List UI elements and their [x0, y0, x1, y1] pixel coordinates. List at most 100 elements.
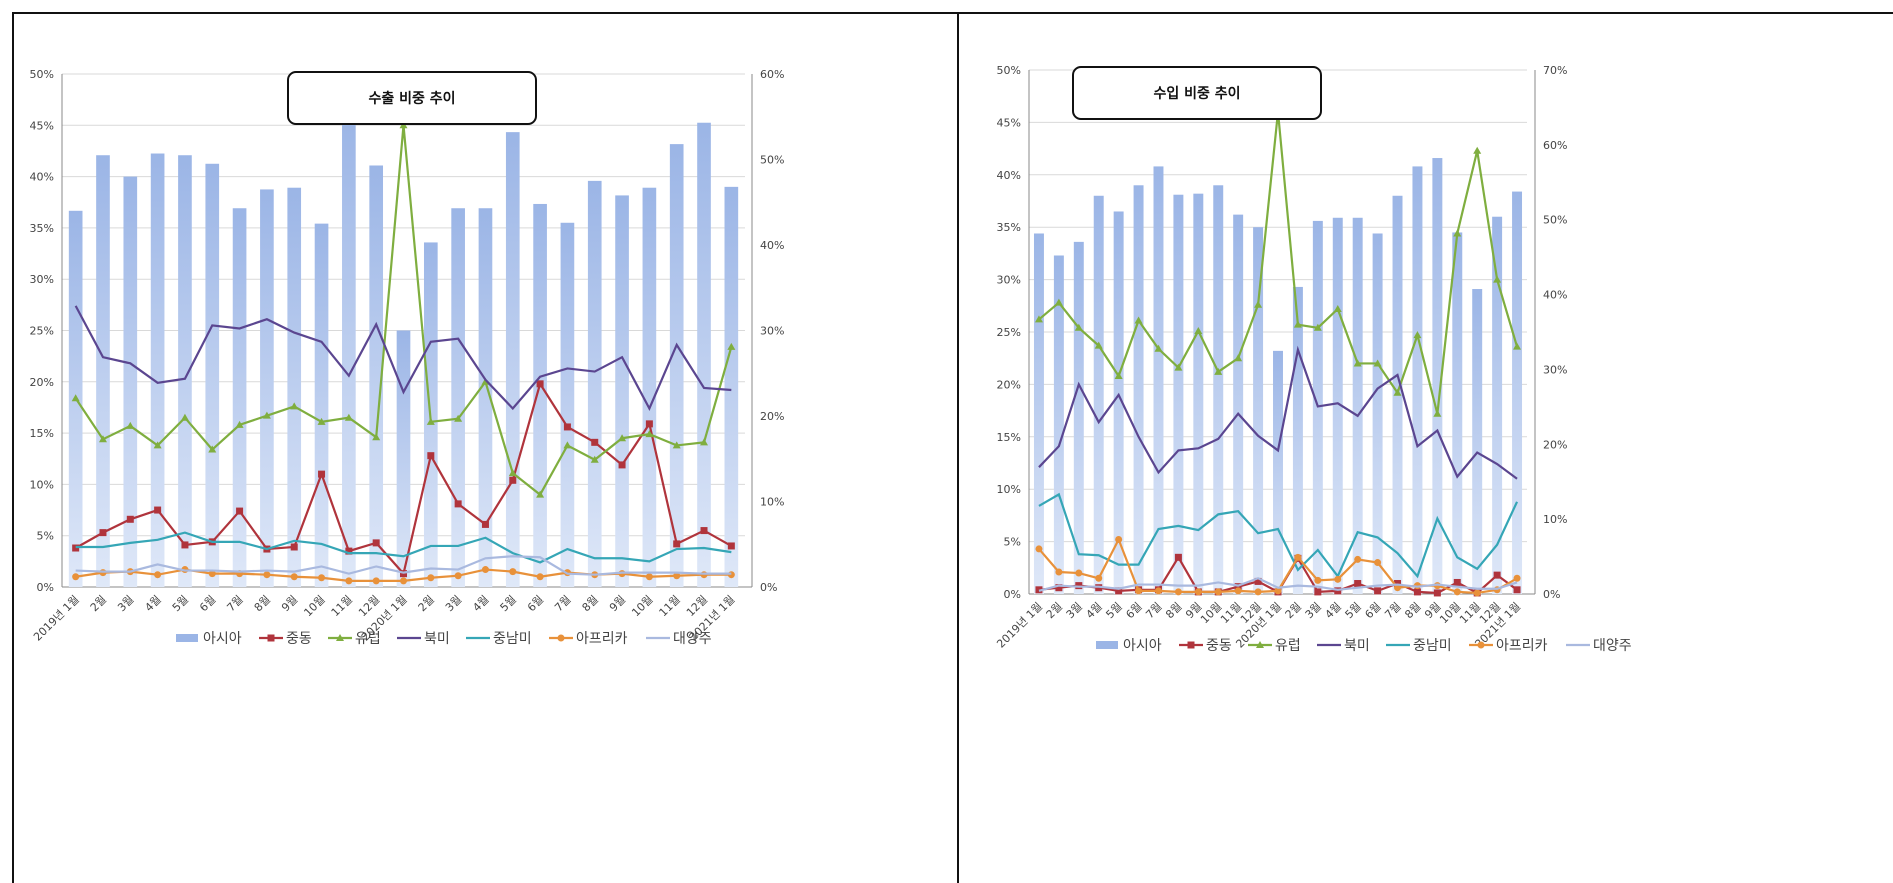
marker-africa	[481, 566, 489, 574]
x-axis-tick-label: 2월	[1283, 600, 1304, 621]
x-axis-tick-label: 3월	[1303, 600, 1324, 621]
left-axis-tick-label: 0%	[37, 581, 54, 594]
left-axis-tick-label: 0%	[1004, 588, 1021, 601]
marker-europe	[1134, 316, 1143, 324]
x-axis-tick-label: 7월	[1143, 600, 1164, 621]
line-latin-america	[1038, 492, 1519, 579]
marker-middle-east	[1513, 586, 1521, 594]
marker-middle-east	[1413, 588, 1421, 596]
marker-europe	[290, 402, 299, 410]
marker-europe	[1473, 146, 1482, 154]
left-axis-tick-label: 5%	[37, 530, 54, 543]
left-axis-tick-label: 20%	[997, 378, 1021, 391]
legend-marker	[1477, 641, 1485, 649]
marker-europe	[426, 417, 435, 425]
import-share-chart: 0% 5% 10% 15% 20% 25% 30% 35% 40% 45% 50% 0% 10% 20% 3…	[994, 64, 1632, 654]
chart-title: 수입 비중 추이	[1153, 85, 1240, 102]
legend-marker	[1256, 641, 1264, 648]
marker-africa	[1075, 569, 1083, 577]
x-axis-tick-label: 11월	[329, 593, 355, 619]
marker-europe	[700, 438, 709, 446]
bar-asia	[396, 330, 411, 587]
legend-item-latin-america: 중남미	[466, 631, 532, 647]
marker-europe	[1293, 320, 1302, 328]
marker-europe	[1453, 229, 1462, 237]
marker-europe	[1074, 323, 1083, 331]
bar-asia	[560, 222, 575, 587]
bar-asia	[1073, 241, 1084, 594]
left-axis-tick-label: 45%	[30, 119, 54, 132]
marker-europe	[1034, 315, 1043, 323]
x-axis-tick-label: 7월	[552, 593, 573, 614]
marker-middle-east	[1055, 584, 1063, 592]
marker-europe	[1194, 326, 1203, 334]
marker-europe	[1373, 359, 1382, 367]
bar-asia	[1273, 350, 1283, 594]
chart-title-box	[287, 71, 537, 125]
marker-europe	[1114, 372, 1123, 380]
line-oceania	[1038, 577, 1518, 592]
x-axis-tick-label: 11월	[657, 593, 683, 619]
legend-item-europe: 유럽	[1248, 638, 1301, 654]
marker-middle-east	[1314, 588, 1322, 596]
right-axis-tick-label: 70%	[1543, 64, 1567, 77]
bar-asia	[1193, 193, 1204, 594]
marker-europe	[71, 394, 80, 402]
left-axis-tick-label: 50%	[30, 68, 54, 81]
bar-asia	[642, 187, 657, 587]
left-axis-tick-label: 15%	[30, 427, 54, 440]
marker-middle-east	[1174, 553, 1182, 561]
bar-asia	[1512, 191, 1523, 594]
x-axis-tick-label: 5월	[170, 593, 191, 614]
bar-asia	[314, 223, 329, 587]
x-axis-tick-label: 11월	[1457, 600, 1483, 626]
x-axis-tick-label: 3월	[115, 593, 136, 614]
marker-europe	[618, 434, 627, 442]
x-axis-tick-label: 6월	[1123, 600, 1144, 621]
marker-middle-east	[1453, 578, 1461, 586]
legend-swatch	[176, 634, 198, 642]
marker-africa	[1354, 555, 1362, 563]
marker-africa	[1095, 574, 1103, 582]
marker-middle-east	[563, 423, 571, 431]
marker-africa	[263, 571, 271, 579]
marker-europe	[1493, 275, 1502, 283]
legend-item-latin-america: 중남미	[1386, 638, 1452, 654]
legend-item-north-america: 북미	[397, 631, 450, 647]
x-axis-tick-label: 6월	[525, 593, 546, 614]
legend-swatch	[1096, 641, 1118, 649]
marker-middle-east	[727, 542, 735, 550]
left-axis-tick-label: 20%	[30, 376, 54, 389]
left-axis-tick-label: 25%	[997, 326, 1021, 339]
bar-asia	[1332, 217, 1343, 594]
legend-label: 북미	[1344, 638, 1370, 654]
bar-asia	[1093, 195, 1104, 594]
marker-middle-east	[181, 541, 189, 549]
marker-europe	[727, 342, 736, 350]
bar-asia	[1352, 217, 1363, 594]
marker-middle-east	[154, 506, 162, 514]
legend-item-oceania: 대양주	[1566, 638, 1632, 654]
left-axis-tick-label: 35%	[997, 221, 1021, 234]
bar-asia	[1153, 166, 1164, 594]
legend-marker	[267, 634, 275, 642]
marker-middle-east	[1354, 580, 1362, 588]
left-axis-tick-label: 40%	[30, 171, 54, 184]
marker-europe	[1254, 300, 1263, 308]
legend-item-africa: 아프리카	[549, 631, 628, 647]
legend-label: 아시아	[203, 631, 242, 647]
legend-item-asia: 아시아	[1096, 638, 1162, 654]
bar-asia	[150, 153, 165, 587]
marker-europe	[1214, 367, 1223, 375]
right-axis-tick-label: 10%	[760, 496, 784, 509]
legend-item-europe: 유럽	[328, 631, 381, 647]
legend-marker	[557, 634, 565, 642]
right-axis-tick-label: 50%	[760, 154, 784, 167]
x-axis-tick-label: 3월	[1064, 600, 1085, 621]
marker-africa	[1174, 588, 1182, 596]
marker-europe	[1413, 331, 1422, 339]
marker-europe	[508, 469, 517, 477]
right-axis-tick-label: 50%	[1543, 214, 1567, 227]
bar-asia	[533, 203, 547, 587]
x-axis-tick-label: 11월	[1218, 600, 1244, 626]
